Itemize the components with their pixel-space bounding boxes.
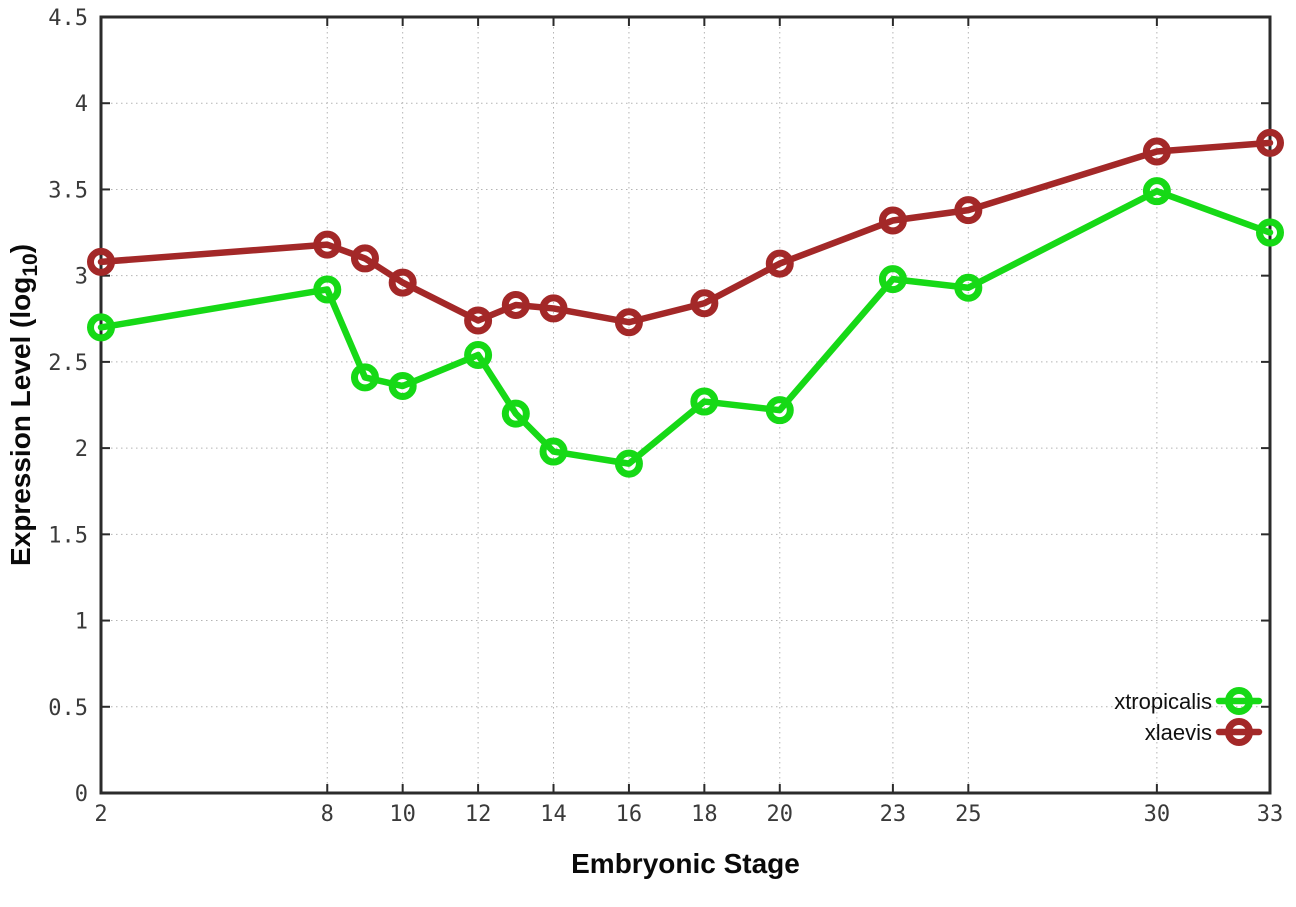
data-point-xtropicalis	[1142, 177, 1171, 206]
legend-marker-xlaevis	[1225, 718, 1253, 746]
data-point-xlaevis	[388, 268, 417, 297]
x-tick-label: 33	[1257, 802, 1284, 827]
y-tick-label: 0.5	[48, 696, 88, 721]
y-tick-label: 3.5	[48, 178, 88, 203]
y-axis-title: Expression Level (log10)	[5, 244, 43, 566]
data-point-xtropicalis	[87, 313, 115, 342]
data-point-xlaevis	[350, 244, 379, 273]
data-point-xtropicalis	[765, 396, 794, 425]
y-axis-title-subscript: 10	[18, 253, 42, 277]
data-point-xlaevis	[690, 289, 719, 318]
x-tick-label: 2	[94, 802, 107, 827]
x-tick-label: 16	[616, 802, 643, 827]
data-point-xtropicalis	[878, 265, 907, 294]
data-point-xtropicalis	[690, 387, 719, 416]
legend-label-xlaevis: xlaevis	[1145, 720, 1212, 745]
data-point-xlaevis	[1256, 128, 1284, 157]
data-point-xlaevis	[954, 196, 983, 225]
data-point-xtropicalis	[313, 275, 342, 304]
x-tick-label: 25	[955, 802, 982, 827]
y-tick-label: 1.5	[48, 523, 88, 548]
legend-label-xtropicalis: xtropicalis	[1114, 689, 1212, 714]
plot-border	[99, 15, 1272, 795]
y-tick-label: 1	[75, 610, 88, 635]
data-point-xlaevis	[313, 230, 342, 259]
data-point-xtropicalis	[614, 449, 643, 478]
data-point-xtropicalis	[464, 340, 493, 369]
y-tick-label: 0	[75, 782, 88, 807]
x-tick-label: 23	[880, 802, 907, 827]
data-point-xlaevis	[501, 290, 530, 319]
series-line-xtropicalis	[97, 187, 1274, 467]
x-tick-label: 14	[540, 802, 567, 827]
data-point-xtropicalis	[1256, 218, 1284, 247]
data-point-xlaevis	[878, 206, 907, 235]
y-tick-label: 2	[75, 437, 88, 462]
data-point-xlaevis	[614, 308, 643, 337]
data-point-xtropicalis	[954, 273, 983, 302]
y-tick-label: 4	[75, 92, 88, 117]
data-point-xtropicalis	[539, 437, 568, 466]
legend-marker-xtropicalis	[1225, 687, 1253, 715]
data-point-xtropicalis	[501, 399, 530, 428]
data-point-xlaevis	[1142, 137, 1171, 166]
x-tick-label: 12	[465, 802, 492, 827]
y-tick-label: 3	[75, 265, 88, 290]
data-point-xlaevis	[464, 306, 493, 335]
x-tick-label: 20	[767, 802, 794, 827]
data-point-xtropicalis	[388, 372, 417, 401]
x-tick-label: 10	[389, 802, 416, 827]
data-point-xlaevis	[539, 294, 568, 323]
data-point-xtropicalis	[350, 363, 379, 392]
x-axis-title: Embryonic Stage	[571, 848, 800, 879]
x-tick-label: 30	[1144, 802, 1171, 827]
y-tick-label: 4.5	[48, 6, 88, 31]
data-point-xlaevis	[765, 249, 794, 278]
y-tick-label: 2.5	[48, 351, 88, 376]
y-axis-title-text: Expression Level (log	[5, 276, 37, 567]
y-axis-title-close: )	[5, 243, 37, 254]
x-tick-label: 18	[691, 802, 718, 827]
data-point-xlaevis	[87, 247, 115, 276]
x-tick-label: 8	[321, 802, 334, 827]
